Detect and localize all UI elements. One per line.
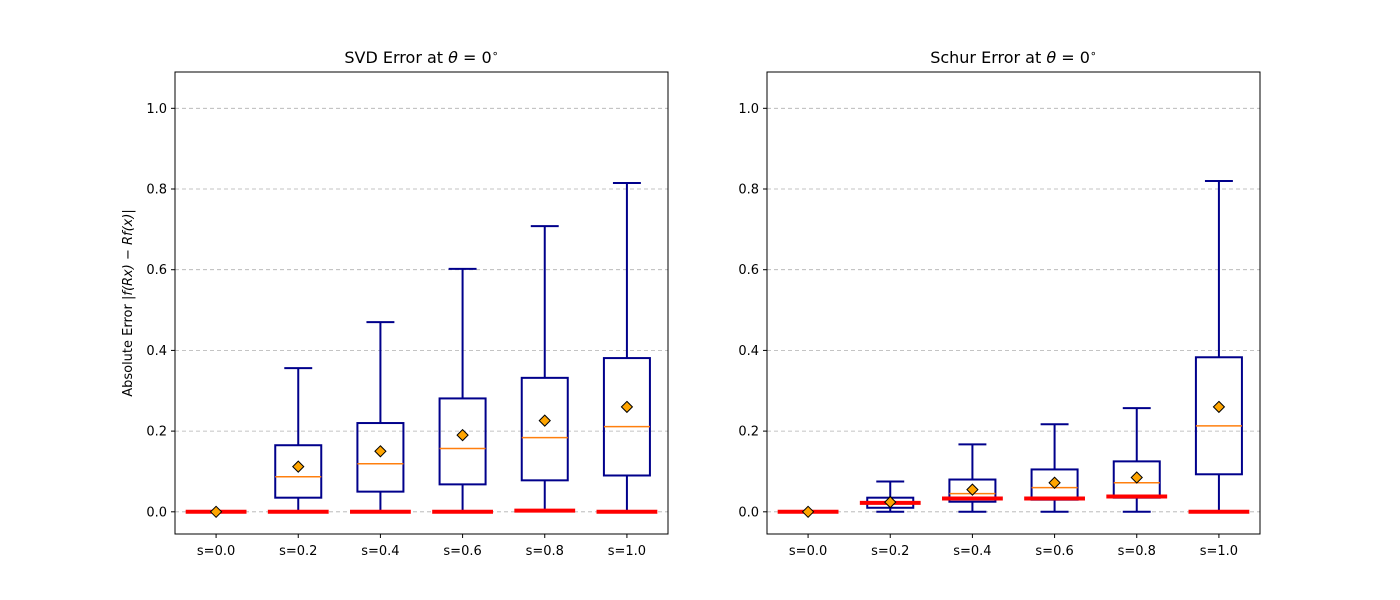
y-tick-label: 1.0 — [738, 102, 759, 117]
svd-plot-area: 0.0 0.2 0.4 0.6 0.8 1.0 s=0.0 s=0.2 s=0.4 s=0.6 s=… — [146, 71, 669, 559]
mean-marker — [1130, 471, 1143, 484]
mean-marker — [538, 414, 551, 427]
x-tick-label: s=0.4 — [361, 544, 399, 559]
mean-marker — [374, 445, 387, 458]
mean-marker — [209, 505, 223, 519]
x-tick-label: s=0.2 — [871, 544, 909, 559]
y-tick-label: 0.6 — [146, 263, 167, 278]
mean-marker — [1048, 476, 1061, 489]
y-tick-label: 0.4 — [146, 344, 167, 359]
svd-chart-title: SVD Error at θ = 0∘ — [344, 47, 498, 67]
box-plot-s=0.2 — [267, 367, 329, 514]
schur-error-panel: Schur Error at θ = 0∘ 0.0 0.2 0.4 0.6 0.8 1.0… — [738, 47, 1261, 559]
x-tick-label: s=0.2 — [279, 544, 317, 559]
y-tick-label: 0.0 — [146, 505, 167, 520]
y-tick-label: 0.8 — [146, 183, 167, 198]
x-tick-label: s=0.6 — [1035, 544, 1073, 559]
box-plot-s=0.2 — [859, 480, 921, 513]
box-plot-s=1.0 — [596, 181, 658, 514]
box-plot-s=0.0 — [777, 505, 839, 519]
x-tick-label: s=0.4 — [953, 544, 991, 559]
box-plot-s=0.8 — [1106, 407, 1168, 513]
axes-frame — [174, 71, 669, 535]
x-tick-label: s=0.8 — [526, 544, 564, 559]
y-tick-label: 0.4 — [738, 344, 759, 359]
mean-marker — [1212, 400, 1226, 414]
y-tick-label: 0.8 — [738, 183, 759, 198]
box-plot-s=0.0 — [185, 505, 247, 519]
svd-error-panel: SVD Error at θ = 0∘ Absolute Error |f(Rx… — [121, 47, 669, 559]
mean-marker — [884, 495, 897, 509]
box-plot-s=0.4 — [942, 443, 1003, 513]
mean-marker — [292, 460, 305, 473]
iqr-box — [948, 478, 997, 503]
iqr-box — [274, 444, 323, 499]
y-tick-label: 0.2 — [738, 425, 759, 440]
mean-marker — [620, 400, 634, 414]
svd-y-axis-label: Absolute Error |f(Rx) − Rf(x)| — [121, 209, 136, 397]
box-plot-s=0.8 — [514, 225, 576, 513]
mean-marker — [966, 483, 979, 496]
y-tick-label: 0.0 — [738, 505, 759, 520]
x-tick-label: s=0.0 — [197, 544, 235, 559]
axes-frame — [766, 71, 1261, 535]
iqr-box — [356, 422, 405, 493]
x-tick-label: s=1.0 — [608, 544, 646, 559]
iqr-box — [602, 357, 651, 477]
mean-marker — [801, 505, 815, 519]
y-tick-label: 0.6 — [738, 263, 759, 278]
iqr-box — [520, 376, 569, 482]
y-tick-label: 1.0 — [146, 102, 167, 117]
box-plot-s=0.4 — [350, 321, 411, 514]
x-tick-label: s=0.0 — [789, 544, 827, 559]
iqr-box — [1194, 356, 1243, 476]
box-plot-s=1.0 — [1188, 179, 1250, 514]
box-plot-s=0.6 — [1024, 423, 1085, 513]
mean-marker — [456, 428, 469, 442]
schur-chart-title: Schur Error at θ = 0∘ — [930, 47, 1097, 67]
x-tick-label: s=0.8 — [1118, 544, 1156, 559]
box-plot-s=0.6 — [432, 267, 493, 514]
schur-plot-area: 0.0 0.2 0.4 0.6 0.8 1.0 s=0.0 s=0.2 s=0.4 s=0.6 s=… — [738, 71, 1261, 559]
iqr-box — [438, 397, 487, 486]
y-tick-label: 0.2 — [146, 425, 167, 440]
x-tick-label: s=0.6 — [443, 544, 481, 559]
x-tick-label: s=1.0 — [1200, 544, 1238, 559]
